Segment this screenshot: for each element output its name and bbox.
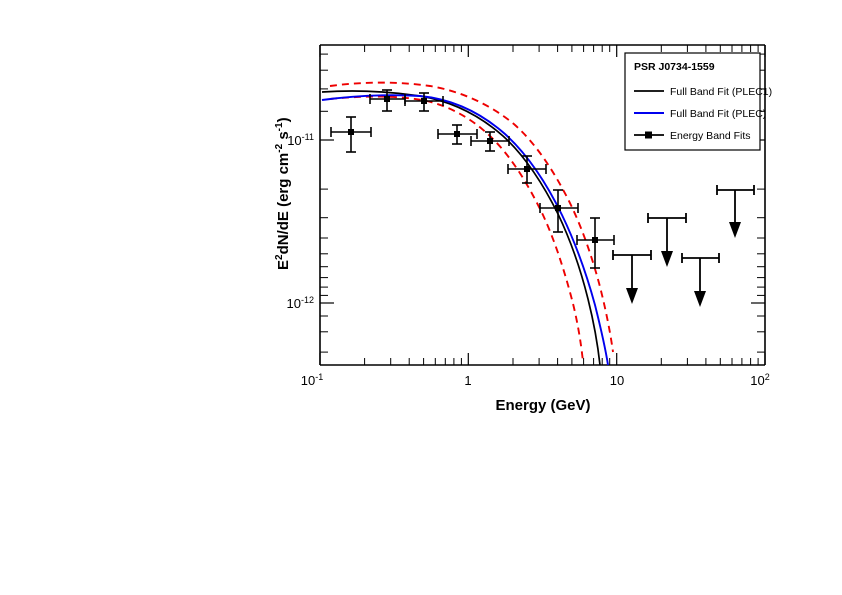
svg-text:102: 102 bbox=[750, 372, 769, 388]
uncertainty-lower-curve bbox=[329, 95, 584, 363]
x-tick-label-base: 10 bbox=[750, 373, 764, 388]
x-tick-label-base: 1 bbox=[464, 373, 471, 388]
svg-text:10-12: 10-12 bbox=[287, 295, 314, 311]
svg-text:10-11: 10-11 bbox=[287, 132, 314, 148]
x-tick-labels: 10-1 1 10 102 bbox=[301, 372, 770, 388]
y-axis-title-sup-2: 2 bbox=[274, 254, 285, 260]
legend-title: PSR J0734-1559 bbox=[634, 61, 715, 73]
legend-marker-square bbox=[645, 131, 652, 139]
uncertainty-upper-curve bbox=[329, 81, 614, 353]
data-point bbox=[437, 124, 478, 145]
y-axis-title-mid2: s bbox=[275, 131, 292, 144]
x-tick-label-base: 10 bbox=[610, 373, 624, 388]
upper-limit bbox=[647, 213, 687, 267]
svg-text:E2dN/dE (erg cm-2 s-1): E2dN/dE (erg cm-2 s-1) bbox=[274, 117, 292, 270]
y-tick-label-sup: -12 bbox=[301, 295, 314, 305]
legend-entry-energy-band-fits[interactable]: Energy Band Fits bbox=[634, 130, 751, 142]
energy-band-data-points bbox=[330, 89, 615, 269]
legend-label-energy-band: Energy Band Fits bbox=[670, 130, 751, 142]
y-axis-title-tail: ) bbox=[275, 117, 292, 122]
svg-text:10: 10 bbox=[610, 373, 624, 388]
upper-limit bbox=[612, 250, 652, 304]
x-tick-label-sup: -1 bbox=[315, 372, 323, 382]
upper-limit-markers bbox=[612, 185, 755, 307]
upper-limit bbox=[716, 185, 755, 238]
data-point bbox=[330, 116, 372, 153]
x-axis-ticks bbox=[319, 45, 766, 365]
x-tick-label-base: 10 bbox=[301, 373, 315, 388]
svg-text:1: 1 bbox=[464, 373, 471, 388]
y-tick-label-sup: -11 bbox=[302, 132, 314, 142]
x-tick-label-sup: 2 bbox=[765, 372, 770, 382]
y-axis-title: E2dN/dE (erg cm-2 s-1) bbox=[274, 117, 292, 270]
legend-label-plec: Full Band Fit (PLEC) bbox=[670, 108, 766, 120]
plec-fit-curve bbox=[321, 94, 609, 366]
uncertainty-band-curves bbox=[329, 81, 614, 363]
legend-entry-plec[interactable]: Full Band Fit (PLEC) bbox=[634, 108, 766, 120]
data-point bbox=[470, 131, 510, 152]
y-axis-title-sup-s: -1 bbox=[274, 122, 285, 131]
upper-limit bbox=[681, 253, 720, 307]
data-point bbox=[576, 217, 615, 269]
legend: PSR J0734-1559 Full Band Fit (PLEC1) Ful… bbox=[624, 52, 772, 151]
legend-entry-plec1[interactable]: Full Band Fit (PLEC1) bbox=[634, 86, 772, 98]
y-tick-labels: 10-11 10-12 bbox=[287, 132, 314, 311]
y-tick-label-base: 10 bbox=[287, 296, 301, 311]
data-point bbox=[539, 189, 579, 233]
data-point bbox=[404, 92, 444, 112]
y-axis-title-sup-cm: -2 bbox=[274, 143, 285, 152]
y-tick-label-base: 10 bbox=[287, 133, 301, 148]
data-point bbox=[507, 155, 547, 184]
y-axis-title-base: E bbox=[275, 260, 292, 270]
svg-text:10-1: 10-1 bbox=[301, 372, 323, 388]
x-axis-title: Energy (GeV) bbox=[495, 397, 590, 414]
y-axis-title-mid: dN/dE (erg cm bbox=[275, 153, 292, 255]
legend-label-plec1: Full Band Fit (PLEC1) bbox=[670, 86, 772, 98]
